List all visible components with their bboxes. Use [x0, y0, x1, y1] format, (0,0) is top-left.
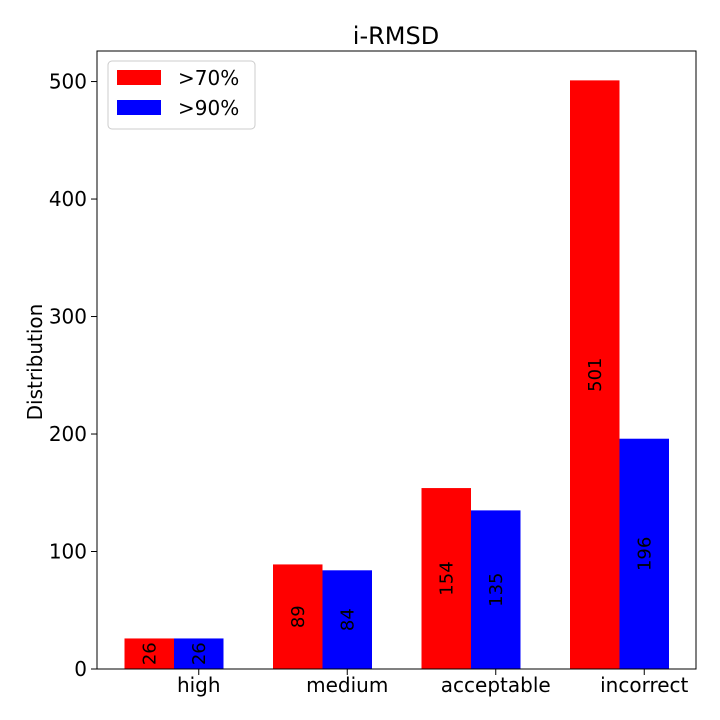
chart-title: i-RMSD	[353, 22, 439, 50]
y-tick-label: 100	[49, 540, 87, 564]
y-axis-ticks: 0 100 200 300 400 500	[49, 70, 97, 681]
legend: >70% >90%	[107, 60, 256, 130]
x-axis-ticks: high medium acceptable incorrect	[177, 669, 689, 697]
bar-medium-series-1	[322, 570, 372, 669]
y-tick-label: 0	[74, 657, 87, 681]
y-tick-label: 200	[49, 422, 87, 446]
x-tick-label: medium	[306, 673, 388, 697]
data-label: 501	[585, 358, 606, 392]
data-label: 135	[486, 573, 507, 607]
data-label: 154	[436, 561, 457, 595]
y-axis-label: Distribution	[23, 304, 47, 421]
plot-frame	[96, 50, 697, 670]
x-tick-label: high	[177, 673, 221, 697]
bar-incorrect-series-0	[570, 80, 620, 670]
x-tick-label: acceptable	[441, 673, 551, 697]
y-tick-label: 400	[49, 187, 87, 211]
data-label: 84	[337, 608, 358, 631]
legend-swatch	[117, 100, 161, 115]
legend-entries: >70% >90%	[117, 66, 239, 120]
bar-high-series-0	[124, 638, 174, 669]
y-tick-label: 500	[49, 70, 87, 94]
legend-label: >90%	[178, 96, 239, 120]
y-tick-label: 300	[49, 305, 87, 329]
bar-acceptable-series-1	[471, 510, 521, 669]
legend-label: >70%	[178, 66, 239, 90]
data-label: 196	[634, 537, 655, 571]
x-tick-label: incorrect	[600, 673, 688, 697]
bar-medium-series-0	[273, 564, 323, 669]
data-label: 89	[288, 605, 309, 628]
bar-acceptable-series-0	[421, 488, 471, 669]
bars-group	[124, 80, 669, 670]
bar-incorrect-series-1	[619, 438, 669, 669]
data-labels-group: 26 89 154 501 26 84 135 196	[139, 358, 655, 666]
bar-high-series-1	[174, 638, 224, 669]
data-label: 26	[139, 642, 160, 665]
data-label: 26	[189, 642, 210, 665]
legend-swatch	[117, 70, 161, 85]
